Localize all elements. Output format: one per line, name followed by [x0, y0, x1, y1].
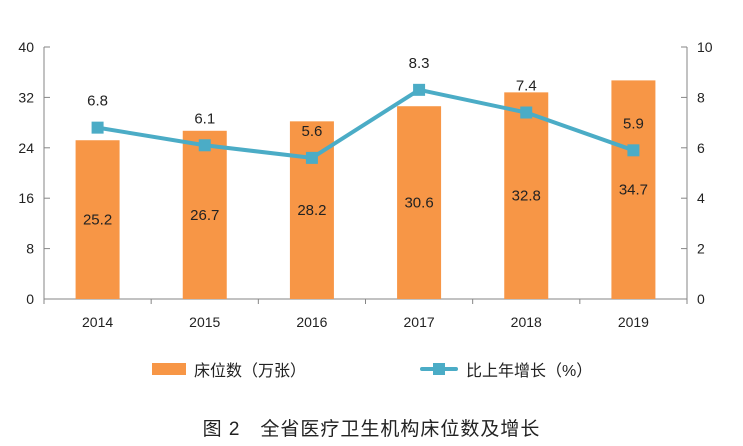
- bar-data-label: 34.7: [619, 182, 648, 199]
- legend-item-beds: 床位数（万张）: [152, 357, 306, 381]
- left-y-tick-label: 24: [18, 140, 34, 156]
- legend-label-growth: 比上年增长（%）: [466, 363, 593, 380]
- right-y-tick-label: 6: [697, 140, 705, 156]
- legend-label-beds: 床位数（万张）: [194, 363, 307, 380]
- bar-swatch-icon: [152, 363, 186, 375]
- left-y-tick-label: 0: [26, 291, 34, 307]
- line-data-label: 5.9: [623, 115, 644, 132]
- x-tick-label: 2014: [82, 314, 113, 330]
- bar-data-label: 30.6: [404, 195, 433, 212]
- bar-data-label: 25.2: [83, 212, 112, 229]
- line-data-label: 6.8: [87, 93, 108, 110]
- bar-data-label: 26.7: [190, 207, 219, 224]
- line-data-label: 5.6: [301, 123, 322, 140]
- bar: [289, 121, 334, 299]
- right-y-tick-label: 4: [697, 190, 705, 206]
- left-y-tick-label: 8: [26, 241, 34, 257]
- x-tick-label: 2018: [511, 314, 542, 330]
- bar: [182, 130, 227, 299]
- legend-item-growth: 比上年增长（%）: [420, 357, 592, 381]
- right-y-tick-label: 8: [697, 89, 705, 105]
- line-marker: [627, 144, 640, 157]
- right-y-tick-label: 0: [697, 291, 705, 307]
- line-data-label: 6.1: [194, 110, 215, 127]
- line-marker-swatch-icon: [420, 363, 458, 375]
- x-tick-label: 2016: [296, 314, 327, 330]
- legend: 床位数（万张） 比上年增长（%）: [0, 357, 743, 381]
- x-tick-label: 2017: [404, 314, 435, 330]
- line-series: [91, 83, 640, 164]
- bar: [75, 140, 120, 299]
- growth-line: [97, 87, 635, 160]
- line-marker: [91, 121, 104, 134]
- line-data-label: 8.3: [409, 55, 430, 72]
- right-y-tick-label: 10: [697, 39, 713, 55]
- line-marker: [305, 151, 318, 164]
- figure-caption: 图 2 全省医疗卫生机构床位数及增长: [202, 419, 541, 440]
- bar: [504, 92, 549, 299]
- x-tick-label: 2015: [189, 314, 220, 330]
- right-y-tick-label: 2: [697, 241, 705, 257]
- line-data-labels: 6.8 6.1 5.6 8.3 7.4 5.9: [87, 55, 644, 140]
- bar-data-label: 32.8: [512, 188, 541, 205]
- bar-series: [75, 80, 656, 299]
- x-tick-label: 2019: [618, 314, 649, 330]
- bar-data-labels: 25.2 26.7 28.2 30.6 32.8 34.7: [83, 182, 648, 229]
- left-y-tick-label: 40: [18, 39, 34, 55]
- bar: [397, 106, 442, 299]
- line-marker: [198, 139, 211, 152]
- bar: [611, 80, 656, 299]
- bar-data-label: 28.2: [297, 202, 326, 219]
- left-y-tick-label: 16: [18, 190, 34, 206]
- line-data-label: 7.4: [516, 78, 537, 95]
- line-marker: [520, 106, 533, 119]
- line-marker: [413, 83, 426, 96]
- left-y-tick-label: 32: [18, 89, 34, 105]
